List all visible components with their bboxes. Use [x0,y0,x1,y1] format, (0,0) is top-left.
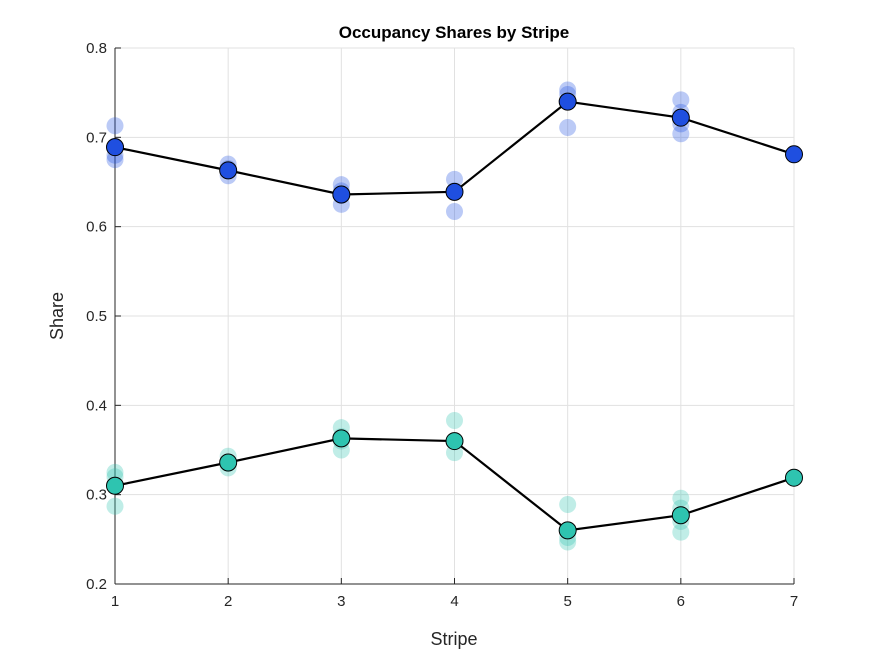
mean-marker [106,138,124,157]
mean-marker [219,161,238,180]
x-tick-label: 6 [677,593,685,610]
mean-marker [106,476,124,495]
x-tick-label: 7 [790,593,798,610]
sample-point [672,489,690,507]
sample-point [672,91,690,109]
sample-point [672,125,690,143]
sample-point [559,119,577,137]
mean-markers [106,92,803,540]
x-tick-label: 5 [563,593,571,610]
sample-point [106,151,124,169]
mean-marker [445,432,464,451]
x-tick-label: 1 [111,593,119,610]
y-tick-label: 0.5 [86,308,107,325]
x-tick-label: 2 [224,593,232,610]
sample-point [106,497,124,515]
mean-marker [332,185,351,204]
y-tick-label: 0.4 [86,397,107,414]
mean-marker [219,453,238,472]
x-axis-label: Stripe [430,629,477,649]
sample-point [446,170,463,188]
y-tick-label: 0.7 [86,129,107,146]
sample-point [446,202,463,220]
mean-marker [785,468,803,487]
y-tick-label: 0.6 [86,219,107,236]
sample-point [106,117,124,135]
x-tick-label: 3 [337,593,345,610]
mean-marker [558,521,577,540]
y-tick-label: 0.3 [86,487,107,504]
y-axis-label: Share [47,292,67,340]
mean-marker [558,92,577,111]
sample-point [106,463,124,481]
mean-marker [445,182,464,201]
ticks: 1 2 3 4 5 6 7 0.2 0.3 0.4 0.5 0.6 0.7 0.8 [86,40,798,610]
sample-point [672,523,690,541]
y-tick-label: 0.8 [86,40,107,57]
mean-marker [332,429,351,448]
chart-title: Occupancy Shares by Stripe [339,23,570,42]
mean-marker [671,108,690,127]
y-tick-label: 0.2 [86,576,107,593]
x-tick-label: 4 [450,593,458,610]
mean-marker [785,145,803,164]
sample-point [559,495,577,513]
mean-marker [671,506,690,525]
sample-point [446,412,463,430]
